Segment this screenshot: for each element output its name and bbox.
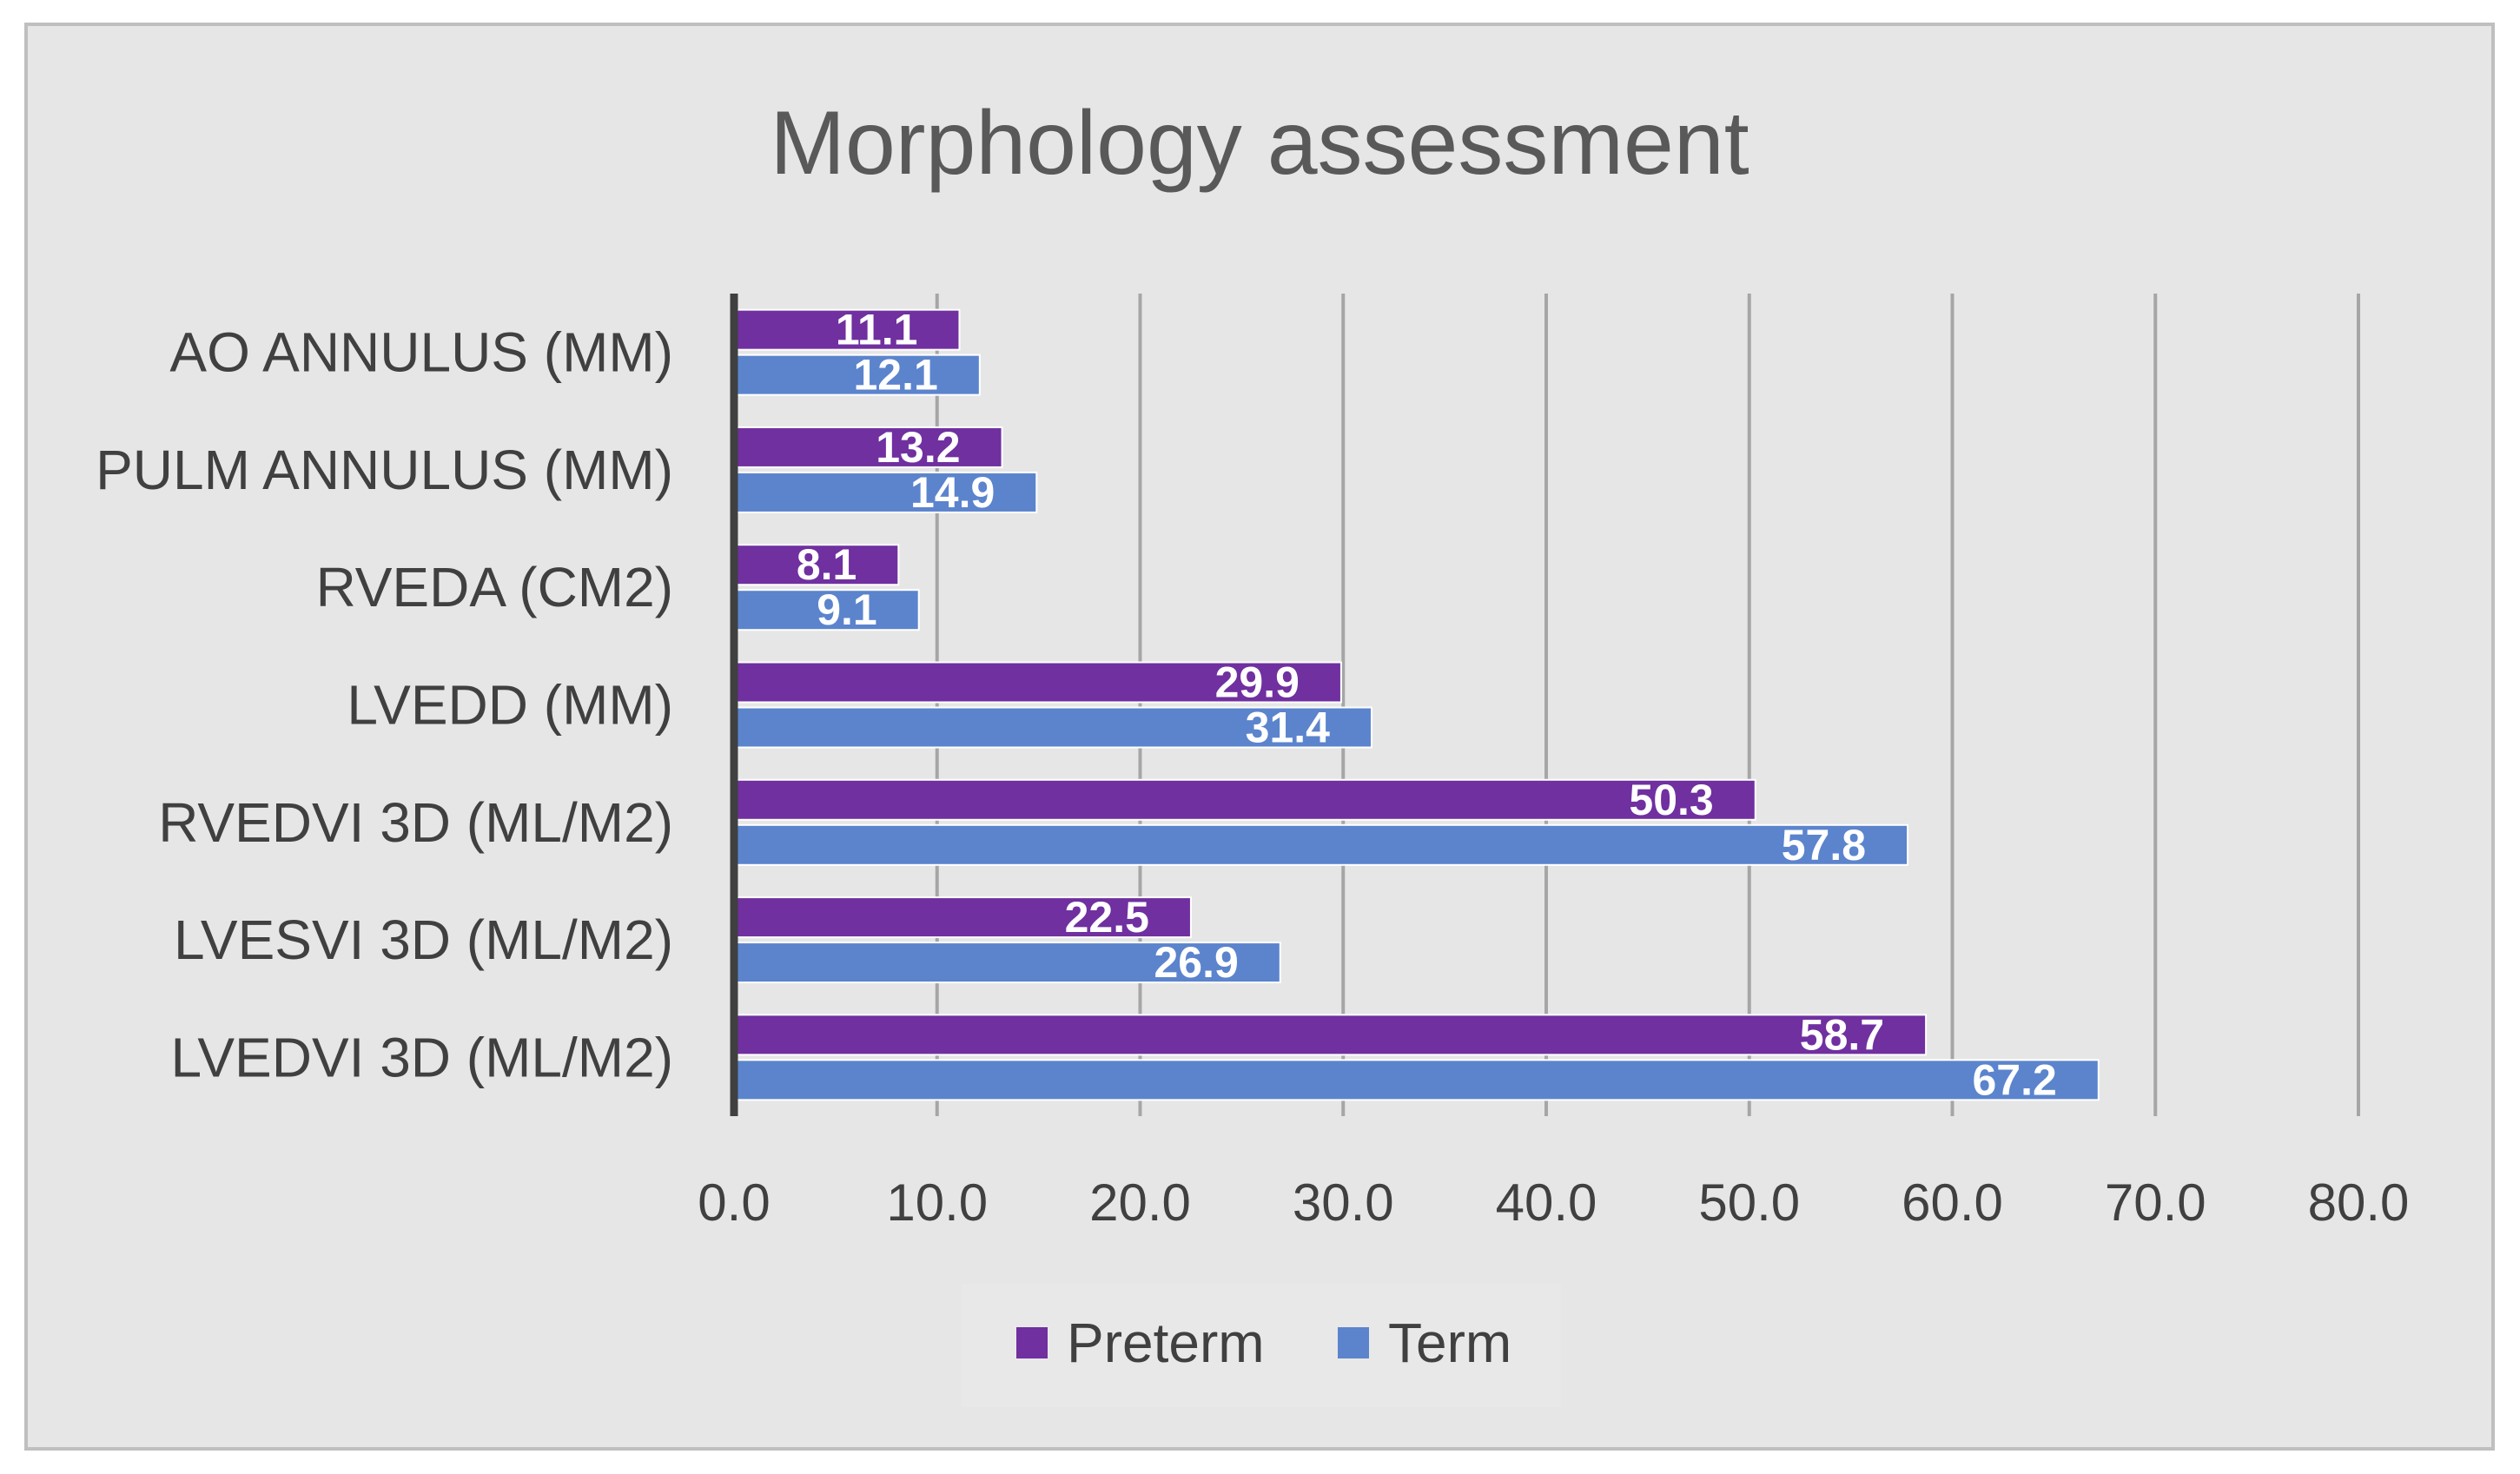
category-label: LVEDD (MM) <box>347 674 673 737</box>
data-label: 12.1 <box>854 351 938 400</box>
bar-preterm <box>733 308 961 351</box>
bar-term <box>733 706 1372 749</box>
legend-swatch-preterm <box>1016 1327 1048 1358</box>
data-label: 14.9 <box>910 468 995 517</box>
category-label: AO ANNULUS (MM) <box>169 321 673 384</box>
legend-swatch-term <box>1338 1327 1369 1358</box>
data-label: 11.1 <box>836 306 918 354</box>
bar-preterm <box>733 1014 1928 1056</box>
data-label: 50.3 <box>1629 776 1713 824</box>
data-label: 67.2 <box>1972 1055 2056 1104</box>
axes: 0.0 10.0 20.0 30.0 40.0 50.0 60.0 70.0 80.0 AO AN… <box>96 294 2409 1232</box>
chart-title: Morphology assessment <box>770 93 1749 194</box>
category-label: LVESVI 3D (ML/M2) <box>174 909 673 971</box>
bar-term <box>733 942 1281 984</box>
data-label: 9.1 <box>817 585 877 634</box>
data-label: 13.2 <box>876 423 960 472</box>
category-label: PULM ANNULUS (MM) <box>96 439 673 501</box>
bar-preterm <box>733 661 1342 704</box>
x-tick-label: 60.0 <box>1902 1173 2003 1232</box>
x-tick-label: 80.0 <box>2308 1173 2410 1232</box>
data-label: 29.9 <box>1215 658 1300 707</box>
data-label: 8.1 <box>797 540 857 589</box>
x-tick-label: 40.0 <box>1496 1173 1597 1232</box>
x-tick-label: 0.0 <box>698 1173 770 1232</box>
x-tick-label: 50.0 <box>1698 1173 1800 1232</box>
legend-label-term: Term <box>1388 1312 1511 1374</box>
bar-term <box>733 823 1909 866</box>
legend-label-preterm: Preterm <box>1067 1312 1265 1374</box>
x-tick-label: 20.0 <box>1089 1173 1191 1232</box>
bar-term <box>733 471 1038 513</box>
category-label: RVEDVI 3D (ML/M2) <box>158 791 673 854</box>
data-label: 57.8 <box>1782 821 1866 869</box>
data-label: 58.7 <box>1800 1010 1884 1059</box>
bar-term <box>733 1059 2100 1101</box>
x-tick-label: 30.0 <box>1293 1173 1394 1232</box>
x-tick-label: 70.0 <box>2105 1173 2206 1232</box>
data-label: 22.5 <box>1065 893 1149 942</box>
legend: Preterm Term <box>962 1284 1561 1407</box>
data-label: 26.9 <box>1154 938 1238 987</box>
bar-preterm <box>733 778 1756 821</box>
category-label: RVEDA (CM2) <box>316 556 673 618</box>
x-tick-label: 10.0 <box>886 1173 988 1232</box>
category-label: LVEDVI 3D (ML/M2) <box>171 1026 674 1088</box>
bar-preterm <box>733 426 1003 468</box>
legend-box <box>962 1284 1561 1407</box>
data-label: 31.4 <box>1246 704 1331 752</box>
